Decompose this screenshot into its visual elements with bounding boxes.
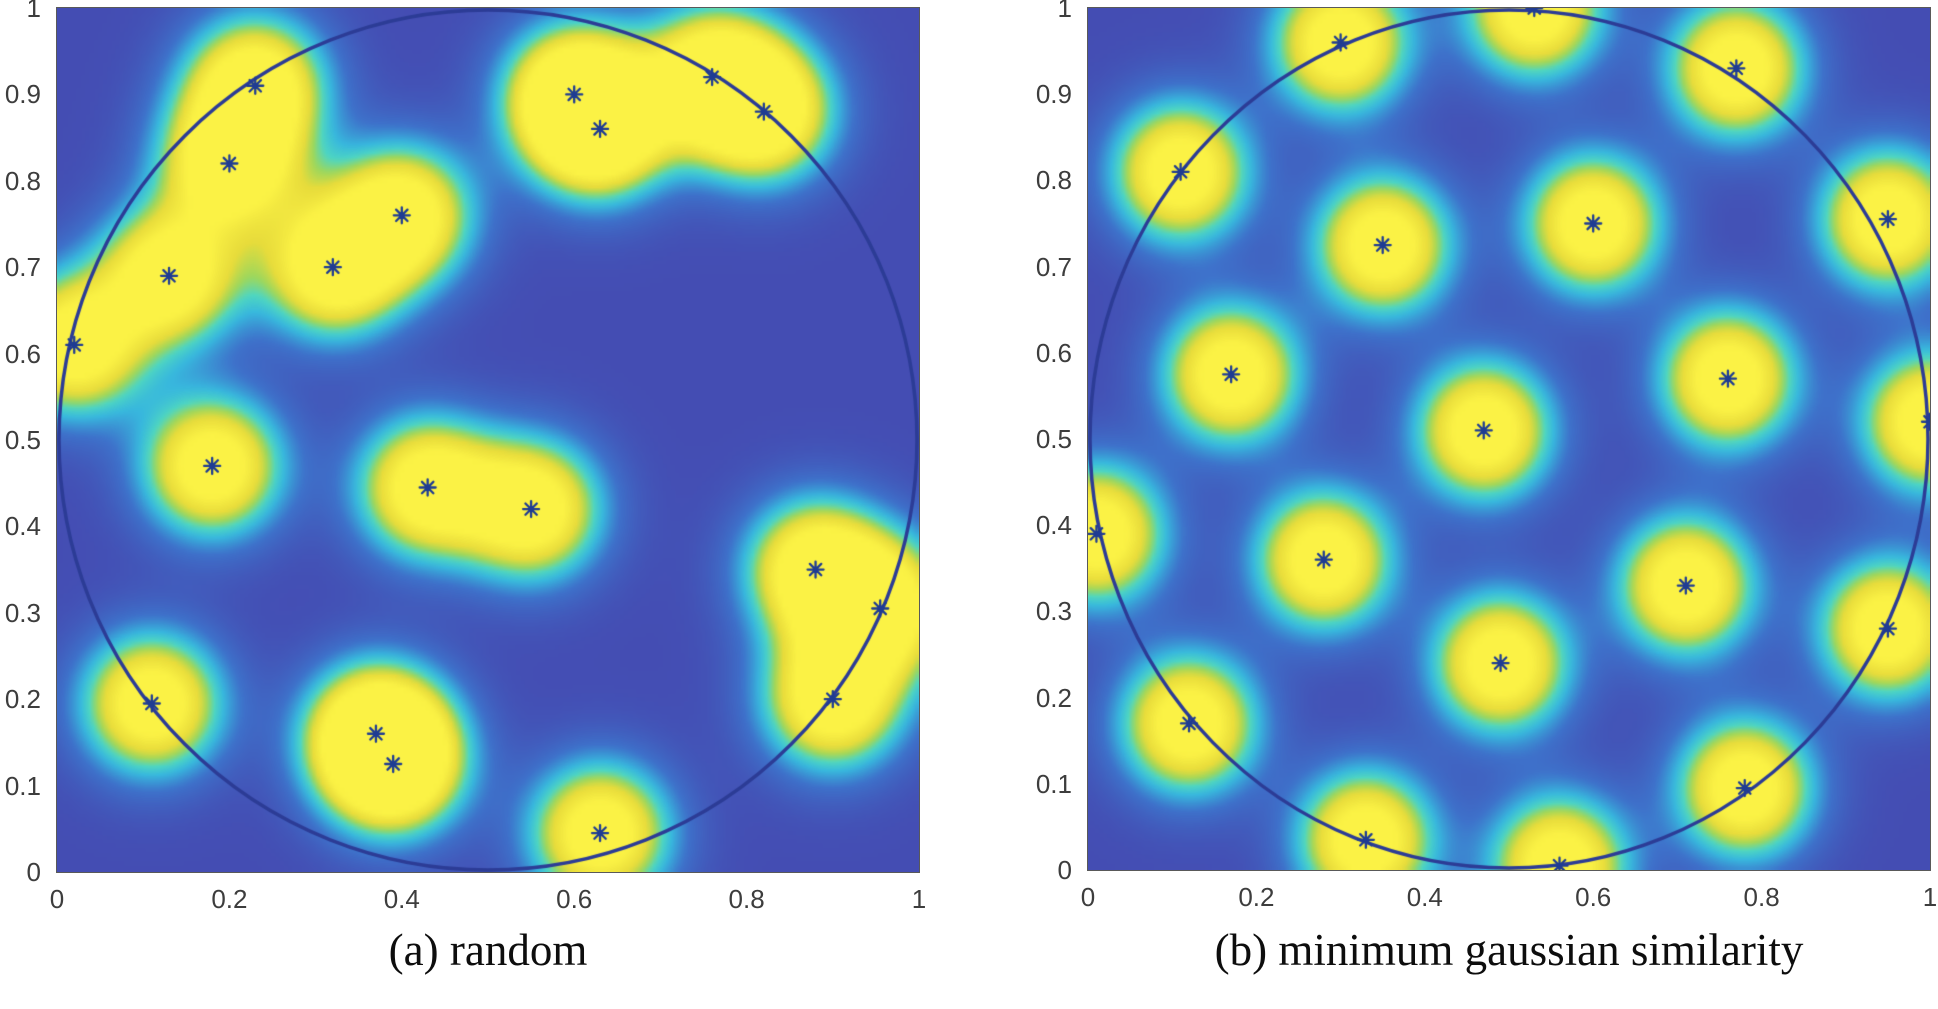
x-tick-label: 0.2 xyxy=(1238,882,1275,912)
y-tick-label: 0.2 xyxy=(4,684,41,715)
y-tick-label: 1 xyxy=(1057,0,1072,23)
y-tick-label: 0 xyxy=(26,857,41,887)
x-tick-label: 0.6 xyxy=(1575,882,1612,912)
y-tick-label: 0.6 xyxy=(4,338,41,369)
y-tick-label: 0.6 xyxy=(1035,337,1072,368)
x-tick-label: 0.8 xyxy=(1743,882,1780,912)
x-tick-label: 0 xyxy=(1080,882,1096,912)
y-tick-label: 0.8 xyxy=(4,165,41,196)
y-tick-label: 0.8 xyxy=(1035,165,1072,196)
y-tick-label: 0.3 xyxy=(1035,596,1072,627)
caption-b: (b) minimum gaussian similarity xyxy=(1214,925,1804,975)
x-tick-label: 0.4 xyxy=(383,884,420,914)
y-tick-label: 0.7 xyxy=(4,252,41,283)
y-tick-label: 0.1 xyxy=(4,770,41,801)
y-tick-label: 0 xyxy=(1057,855,1072,885)
y-tick-label: 0.5 xyxy=(1035,424,1072,454)
x-tick-label: 0 xyxy=(49,884,65,914)
y-tick-label: 0.4 xyxy=(4,511,41,542)
y-tick-label: 0.3 xyxy=(4,597,41,628)
y-tick-label: 0.9 xyxy=(1035,79,1072,110)
heatmap-canvas-min-gaussian xyxy=(1087,7,1931,871)
y-tick-label: 0.1 xyxy=(1035,768,1072,799)
y-tick-label: 1 xyxy=(26,0,41,23)
x-tick-label: 0.6 xyxy=(556,884,593,914)
x-tick-label: 1 xyxy=(911,884,927,914)
x-tick-label: 0.2 xyxy=(211,884,248,914)
y-tick-label: 0.2 xyxy=(1035,682,1072,713)
y-tick-label: 0.9 xyxy=(4,79,41,110)
x-tick-label: 0.8 xyxy=(728,884,765,914)
heatmap-canvas-random xyxy=(56,7,920,873)
x-tick-label: 1 xyxy=(1922,882,1938,912)
x-tick-label: 0.4 xyxy=(1406,882,1443,912)
plot-minimum-gaussian-similarity: 0 0.1 0.2 0.3 0.4 0.5 0.6 0.7 0.8 0.9 1 0 0.2 0.4 0.6… xyxy=(1036,0,1937,910)
y-tick-label: 0.4 xyxy=(1035,510,1072,541)
y-tick-label: 0.5 xyxy=(4,425,41,455)
plot-random: 0 0.1 0.2 0.3 0.4 0.5 0.6 0.7 0.8 0.9 1 0 0.2 0.4 0.6… xyxy=(5,0,926,912)
caption-a: (a) random xyxy=(388,925,588,975)
y-tick-label: 0.7 xyxy=(1035,251,1072,282)
